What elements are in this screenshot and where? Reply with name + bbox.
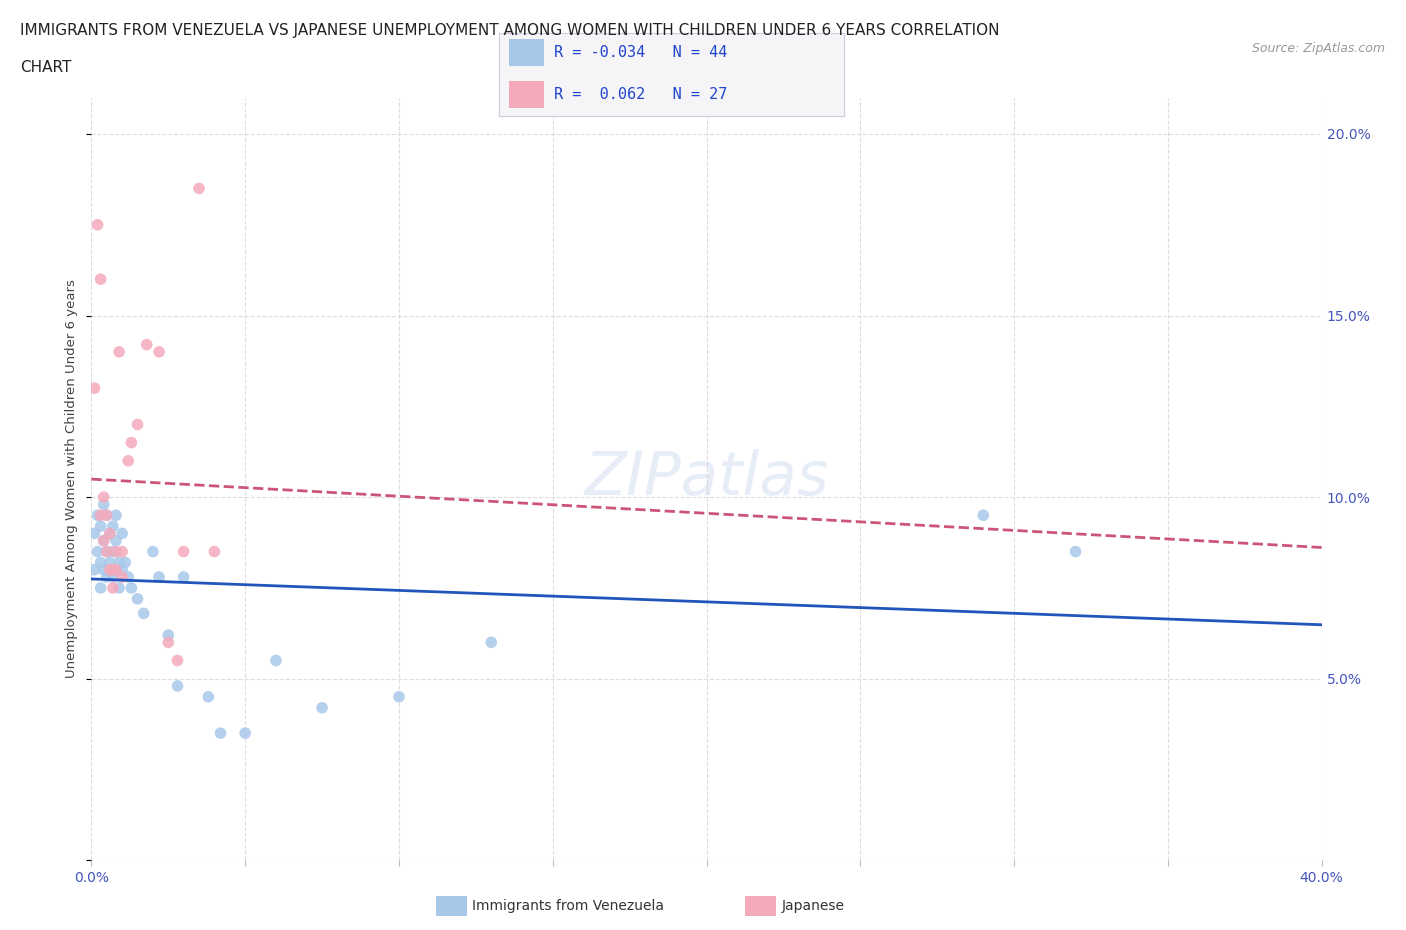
Point bbox=[101, 580, 124, 595]
Text: IMMIGRANTS FROM VENEZUELA VS JAPANESE UNEMPLOYMENT AMONG WOMEN WITH CHILDREN UND: IMMIGRANTS FROM VENEZUELA VS JAPANESE UN… bbox=[20, 23, 1000, 38]
Point bbox=[111, 544, 134, 559]
Point bbox=[132, 605, 155, 620]
Y-axis label: Unemployment Among Women with Children Under 6 years: Unemployment Among Women with Children U… bbox=[65, 280, 79, 678]
Point bbox=[972, 508, 994, 523]
Point bbox=[105, 563, 127, 578]
Point bbox=[114, 555, 136, 570]
Point bbox=[93, 563, 115, 578]
Point bbox=[98, 563, 121, 578]
Point bbox=[86, 544, 108, 559]
Point bbox=[127, 591, 149, 606]
Text: R =  0.062   N = 27: R = 0.062 N = 27 bbox=[554, 87, 728, 102]
Point bbox=[93, 533, 115, 548]
Point bbox=[96, 508, 118, 523]
Point bbox=[96, 569, 118, 584]
Point bbox=[197, 689, 219, 704]
Point bbox=[101, 563, 124, 578]
Point bbox=[90, 580, 112, 595]
Point bbox=[96, 544, 118, 559]
Text: Immigrants from Venezuela: Immigrants from Venezuela bbox=[472, 898, 665, 913]
Point bbox=[93, 497, 115, 512]
Point bbox=[233, 725, 256, 740]
Point bbox=[264, 653, 287, 668]
Point bbox=[117, 569, 139, 584]
Point bbox=[93, 490, 115, 505]
Point bbox=[90, 519, 112, 534]
Bar bbox=[509, 81, 544, 108]
Point bbox=[105, 563, 127, 578]
Point bbox=[111, 563, 134, 578]
Point bbox=[83, 563, 105, 578]
Point bbox=[108, 580, 131, 595]
Point bbox=[148, 569, 170, 584]
Point bbox=[388, 689, 411, 704]
Text: ZIPatlas: ZIPatlas bbox=[585, 449, 828, 509]
Point bbox=[166, 679, 188, 694]
Point bbox=[142, 544, 165, 559]
Point bbox=[135, 338, 157, 352]
Point bbox=[101, 519, 124, 534]
Point bbox=[127, 417, 149, 432]
Point bbox=[479, 635, 502, 650]
Point bbox=[90, 272, 112, 286]
Point bbox=[90, 508, 112, 523]
Point bbox=[108, 344, 131, 359]
Point bbox=[105, 544, 127, 559]
Point bbox=[311, 700, 333, 715]
Point bbox=[120, 435, 142, 450]
Point bbox=[111, 526, 134, 541]
Point bbox=[98, 526, 121, 541]
Point bbox=[188, 181, 211, 196]
Point bbox=[105, 508, 127, 523]
Point bbox=[98, 555, 121, 570]
Point bbox=[90, 555, 112, 570]
Point bbox=[117, 453, 139, 468]
Point bbox=[101, 569, 124, 584]
Point bbox=[157, 628, 180, 643]
Point bbox=[120, 580, 142, 595]
Point bbox=[166, 653, 188, 668]
Point bbox=[173, 569, 195, 584]
Point bbox=[173, 544, 195, 559]
Point bbox=[1064, 544, 1087, 559]
Bar bbox=[509, 39, 544, 66]
Point bbox=[148, 344, 170, 359]
Point bbox=[93, 533, 115, 548]
Point bbox=[96, 508, 118, 523]
Point bbox=[209, 725, 232, 740]
Point bbox=[108, 555, 131, 570]
Point bbox=[202, 544, 225, 559]
Point bbox=[96, 544, 118, 559]
Point bbox=[105, 533, 127, 548]
Point bbox=[83, 526, 105, 541]
Point bbox=[111, 569, 134, 584]
Text: R = -0.034   N = 44: R = -0.034 N = 44 bbox=[554, 46, 728, 60]
Point bbox=[157, 635, 180, 650]
Point bbox=[98, 526, 121, 541]
Text: Japanese: Japanese bbox=[782, 898, 845, 913]
Text: CHART: CHART bbox=[20, 60, 72, 75]
Point bbox=[86, 508, 108, 523]
Point bbox=[86, 218, 108, 232]
Point bbox=[101, 544, 124, 559]
Point bbox=[83, 380, 105, 395]
Text: Source: ZipAtlas.com: Source: ZipAtlas.com bbox=[1251, 42, 1385, 55]
